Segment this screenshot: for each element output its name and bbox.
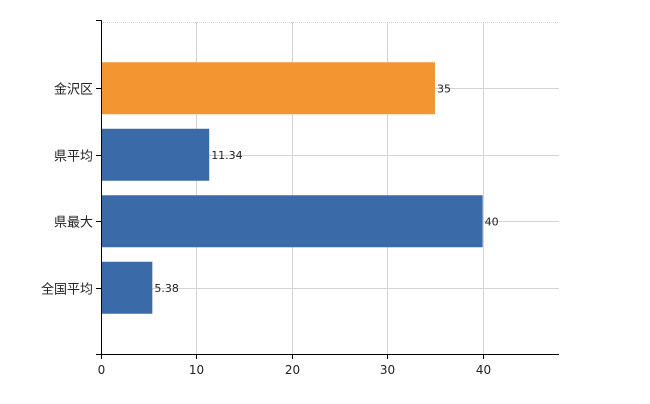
x-tick-label: 20 — [285, 363, 300, 377]
bar — [101, 195, 483, 248]
category-label: 県平均 — [54, 150, 93, 165]
bar — [101, 128, 210, 181]
data-label: 5.38 — [154, 282, 179, 295]
data-label: 40 — [485, 215, 499, 228]
category-label: 県最大 — [54, 216, 93, 231]
data-label: 35 — [437, 82, 451, 95]
axes — [96, 20, 559, 359]
bars — [101, 62, 483, 314]
x-tick-label: 40 — [476, 363, 491, 377]
x-tick-label: 30 — [380, 363, 395, 377]
category-label: 全国平均 — [41, 282, 93, 298]
bar — [101, 261, 153, 314]
x-tick-label: 10 — [189, 363, 204, 377]
category-label: 金沢区 — [54, 82, 93, 98]
bar — [101, 62, 435, 115]
x-tick-label: 0 — [98, 363, 106, 377]
data-label: 11.34 — [211, 149, 243, 162]
